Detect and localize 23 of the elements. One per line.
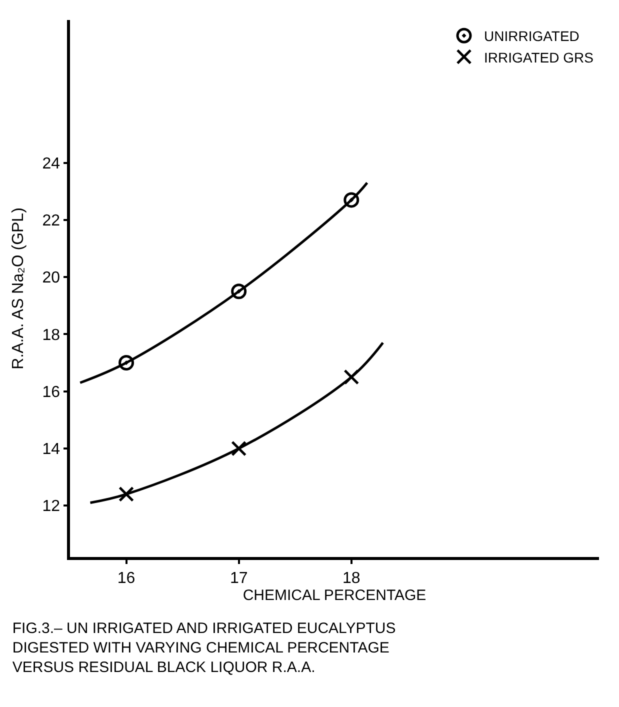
x-axis-title: CHEMICAL PERCENTAGE — [242, 586, 426, 604]
x-tick-label: 17 — [230, 570, 248, 587]
point — [231, 440, 247, 456]
legend-label: IRRIGATED GRS — [484, 49, 594, 66]
point — [118, 355, 134, 371]
point — [231, 284, 247, 300]
y-axis-title: R.A.A. AS Na₂O (GPL) — [10, 208, 28, 370]
x-tick-label: 18 — [342, 570, 360, 587]
text: FIG.3.– UN IRRIGATED AND IRRIGATED EUCALYPTUS DIGESTED WITH VARYING CHEMICAL PERCENTAGE VERSUS RESIDUAL BLACK LIQUOR R.A.A. — [12, 620, 396, 676]
y-tick-label: 22 — [42, 212, 60, 230]
y-tick-label: 14 — [42, 441, 60, 458]
y-tick-label: 24 — [42, 155, 60, 172]
point — [344, 192, 360, 208]
legend-label: UNIRRIGATED — [484, 28, 580, 44]
y-tick-label: 20 — [42, 270, 60, 287]
point — [344, 369, 360, 385]
y-tick-label: 18 — [42, 326, 60, 344]
point — [118, 486, 134, 502]
line-series — [78, 182, 368, 384]
y-tick-label: 12 — [42, 498, 60, 516]
y-tick-label: 16 — [42, 384, 60, 401]
line-series — [89, 342, 384, 504]
x-tick-label: 16 — [117, 570, 136, 587]
